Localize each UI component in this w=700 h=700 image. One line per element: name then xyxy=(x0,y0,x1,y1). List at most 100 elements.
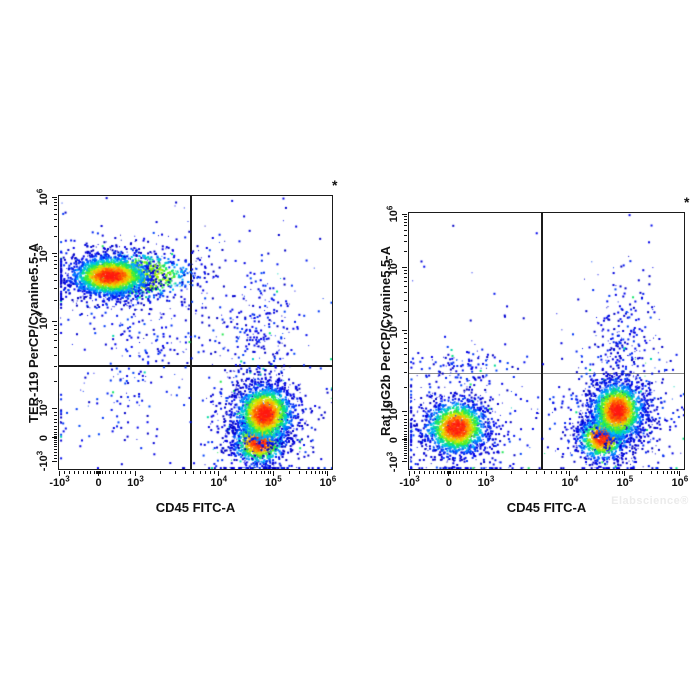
x-axis-tick-minor xyxy=(244,471,246,474)
x-axis-tick-minor xyxy=(315,471,317,474)
x-axis-tick-minor xyxy=(73,471,75,474)
x-axis-tick-label: 105 xyxy=(264,474,282,489)
x-axis-tick xyxy=(218,471,220,476)
y-axis-tick-minor xyxy=(53,280,57,282)
x-axis-tick-label: 106 xyxy=(319,474,337,489)
y-axis-tick-minor xyxy=(53,355,57,357)
y-axis-tick-minor xyxy=(53,431,57,433)
y-axis-tick-minor xyxy=(53,366,57,368)
x-axis-tick xyxy=(569,471,571,476)
y-axis-tick xyxy=(51,196,57,198)
y-axis-tick-minor xyxy=(53,256,57,258)
x-axis-tick-minor xyxy=(108,471,110,474)
y-axis-tick xyxy=(51,407,57,409)
y-axis-tick-minor xyxy=(53,236,57,238)
y-axis-tick-minor xyxy=(403,342,407,344)
x-axis-tick-label: 0 xyxy=(445,477,452,489)
y-axis-tick-minor xyxy=(53,451,57,453)
y-axis-tick-minor xyxy=(403,415,407,417)
y-axis-tick-minor xyxy=(53,441,57,443)
x-axis-tick-minor xyxy=(550,471,552,474)
x-axis-tick-minor xyxy=(615,471,617,474)
x-axis-tick-minor xyxy=(105,471,107,474)
x-axis-tick-minor xyxy=(674,471,676,474)
x-axis-tick-minor xyxy=(174,471,176,474)
y-axis-tick-minor xyxy=(403,441,407,443)
x-axis-tick-minor xyxy=(116,471,118,474)
y-axis-tick-minor xyxy=(53,433,57,435)
x-axis-tick-minor xyxy=(510,471,512,474)
y-axis-tick-minor xyxy=(403,433,407,435)
x-axis-tick-minor xyxy=(436,471,438,474)
x-axis-tick-minor xyxy=(130,471,132,474)
x-axis-tick-minor xyxy=(428,471,430,474)
x-axis-tick-minor xyxy=(210,471,212,474)
x-axis-title: CD45 FITC-A xyxy=(506,500,587,515)
x-axis-tick-minor xyxy=(64,471,66,474)
x-axis-tick-label: 0 xyxy=(95,477,102,489)
x-axis-tick-minor xyxy=(270,471,272,474)
x-axis-tick-minor xyxy=(199,471,201,474)
x-axis-tick-minor xyxy=(86,471,88,474)
y-axis-tick-minor xyxy=(403,443,407,445)
y-axis-tick-minor xyxy=(403,354,407,356)
x-axis-tick-minor xyxy=(324,471,326,474)
plot-area: -103 0 103 104 105 106 -103 0 103 104 105 106 xyxy=(385,206,688,489)
y-axis-tick-minor xyxy=(403,291,407,293)
x-axis-tick-minor xyxy=(234,471,236,474)
x-axis-tick-minor xyxy=(424,471,426,474)
x-axis-tick-minor xyxy=(419,471,421,474)
x-axis-tick-minor xyxy=(446,471,448,474)
y-axis-tick-minor xyxy=(403,272,407,274)
x-axis-tick-minor xyxy=(414,471,416,474)
y-axis-tick-minor xyxy=(53,324,57,326)
x-axis-tick-minor xyxy=(322,471,324,474)
y-axis-tick xyxy=(51,320,57,322)
x-axis-tick-minor xyxy=(556,471,558,474)
x-axis-tick xyxy=(272,471,274,476)
y-axis-tick-minor xyxy=(403,431,407,433)
y-axis-tick-minor xyxy=(403,225,407,227)
y-axis-tick-minor xyxy=(53,213,57,215)
y-axis-tick-minor xyxy=(53,209,57,211)
y-axis-tick-minor xyxy=(403,229,407,231)
x-axis-tick-minor xyxy=(90,471,92,474)
x-axis-tick-minor xyxy=(585,471,587,474)
x-axis-tick-minor xyxy=(471,471,473,474)
x-axis-tick-minor xyxy=(602,471,604,474)
y-axis-tick-minor xyxy=(53,273,57,275)
y-axis-tick-minor xyxy=(403,347,407,349)
y-axis-tick xyxy=(51,460,57,462)
x-axis-tick-label: 104 xyxy=(561,474,579,489)
x-axis-tick-minor xyxy=(78,471,80,474)
y-axis-tick xyxy=(401,329,407,331)
y-axis-tick-minor xyxy=(53,334,57,336)
x-axis-tick-label: 103 xyxy=(127,474,144,489)
x-axis-tick-minor xyxy=(120,471,122,474)
x-axis-tick-minor xyxy=(676,471,678,474)
x-axis-tick-minor xyxy=(621,471,623,474)
x-axis-tick-minor xyxy=(318,471,320,474)
x-axis-tick-minor xyxy=(443,471,445,474)
x-axis-tick-minor xyxy=(193,471,195,474)
y-axis-tick-minor xyxy=(53,436,57,438)
y-axis-tick-minor xyxy=(403,447,407,449)
x-axis-tick-minor xyxy=(289,471,291,474)
x-axis-tick-label: 104 xyxy=(210,474,228,489)
x-axis-tick-minor xyxy=(607,471,609,474)
y-axis-tick-minor xyxy=(403,269,407,271)
y-axis-tick-minor xyxy=(53,381,57,383)
x-axis-tick-minor xyxy=(205,471,207,474)
watermark: Elabscience® xyxy=(611,495,689,507)
y-axis-tick-minor xyxy=(53,259,57,261)
y-axis-tick-minor xyxy=(53,202,57,204)
x-axis-tick-minor xyxy=(619,471,621,474)
y-axis-title: TER-119 PerCP/Cyanine5.5-A xyxy=(26,243,41,423)
x-axis-tick-label: 106 xyxy=(671,474,689,489)
x-axis-tick-label: -103 xyxy=(49,474,70,489)
x-axis-tick-minor xyxy=(535,471,537,474)
y-axis-tick-minor xyxy=(403,445,407,447)
y-axis-tick-minor xyxy=(53,422,57,424)
y-axis-tick-minor xyxy=(403,234,407,236)
y-axis-tick-minor xyxy=(403,450,407,452)
